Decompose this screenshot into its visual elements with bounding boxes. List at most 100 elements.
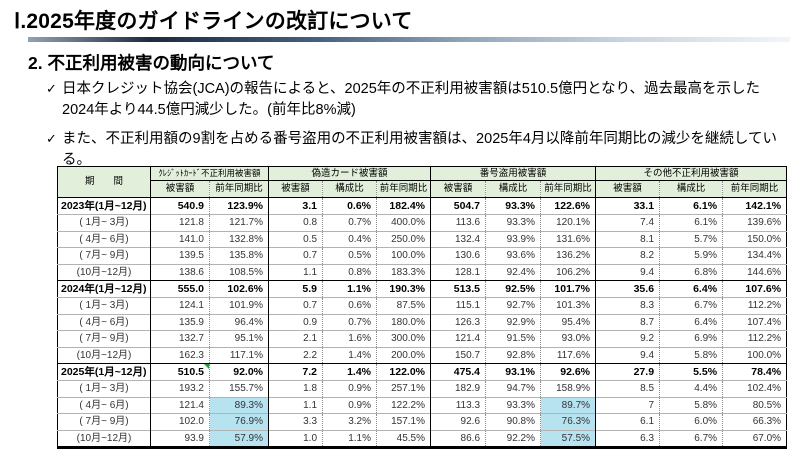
value-cell: 139.6%	[722, 214, 787, 232]
value-cell: 132.7	[150, 330, 210, 348]
value-cell: 1.6%	[322, 330, 378, 348]
bullet-text: 日本クレジット協会(JCA)の報告によると、2025年の不正利用被害額は510.…	[62, 81, 761, 119]
table-row: 2024年(1月~12月) 555.0 102.6% 5.9 1.1% 190.3% 513…	[57, 280, 787, 298]
value-cell: 150.7	[430, 346, 487, 364]
period-cell: ( 4月~ 6月)	[57, 396, 151, 414]
value-cell: 190.3%	[376, 280, 432, 298]
value-cell: 102.0	[150, 413, 210, 431]
value-cell: 3.1	[268, 196, 324, 215]
table-row: ( 7月~ 9月) 139.5 135.8% 0.7 0.5% 100.0% 130.6 93…	[57, 247, 787, 265]
period-cell: (10月~12月)	[57, 429, 151, 448]
col-header: 構成比	[659, 180, 724, 198]
period-column-header: 期 間	[57, 166, 151, 198]
table-row: ( 7月~ 9月) 132.7 95.1% 2.1 1.6% 300.0% 121.4 91.…	[57, 330, 787, 348]
value-cell: 6.3	[595, 429, 661, 448]
value-cell: 162.3	[150, 346, 210, 364]
value-cell: 257.1%	[376, 380, 432, 398]
value-cell: 128.1	[430, 263, 487, 281]
col-header: 被害額	[150, 180, 210, 198]
value-cell: 141.0	[150, 230, 210, 248]
value-cell: 7.4	[595, 214, 661, 232]
value-cell: 6.1%	[659, 196, 724, 215]
value-cell: 136.2%	[540, 247, 597, 265]
period-cell: ( 1月~ 3月)	[57, 380, 151, 398]
value-cell: 121.4	[150, 396, 210, 414]
value-cell: 0.9%	[322, 396, 378, 414]
value-cell: 0.9%	[322, 380, 378, 398]
value-cell: 92.6	[430, 413, 487, 431]
value-cell: 157.1%	[376, 413, 432, 431]
value-cell: 122.0%	[376, 363, 432, 381]
value-cell: 78.4%	[722, 363, 787, 381]
value-cell: 8.5	[595, 380, 661, 398]
value-cell: 117.1%	[209, 346, 270, 364]
value-cell: 120.1%	[540, 214, 597, 232]
value-cell: 6.4%	[659, 313, 724, 331]
value-cell: 132.4	[430, 230, 487, 248]
col-header: 前年同期比	[376, 180, 432, 198]
value-cell: 92.6%	[540, 363, 597, 381]
value-cell: 1.8	[268, 380, 324, 398]
table-row: ( 1月~ 3月) 193.2 155.7% 1.8 0.9% 257.1% 182.9 94…	[57, 380, 787, 398]
value-cell: 504.7	[430, 196, 487, 215]
value-cell: 3.3	[268, 413, 324, 431]
period-cell: ( 7月~ 9月)	[57, 330, 151, 348]
value-cell: 182.4%	[376, 196, 432, 215]
period-cell: ( 4月~ 6月)	[57, 230, 151, 248]
value-cell: 107.4%	[722, 313, 787, 331]
value-cell: 102.6%	[209, 280, 270, 298]
value-cell: 95.4%	[540, 313, 597, 331]
col-header: 構成比	[485, 180, 542, 198]
value-cell: 1.0	[268, 429, 324, 448]
period-cell: 2023年(1月~12月)	[57, 196, 151, 215]
value-cell: 33.1	[595, 196, 661, 215]
col-header: 前年同期比	[540, 180, 597, 198]
value-cell: 101.3%	[540, 297, 597, 315]
group-header-number-theft: 番号盗用被害額	[430, 166, 597, 181]
value-cell: 117.6%	[540, 346, 597, 364]
period-cell: 2025年(1月~12月)	[57, 363, 151, 381]
value-cell: 0.7	[268, 297, 324, 315]
value-cell: 93.6%	[485, 247, 542, 265]
value-cell: 131.6%	[540, 230, 597, 248]
value-cell: 0.8	[268, 214, 324, 232]
value-cell: 80.5%	[722, 396, 787, 414]
value-cell: 95.1%	[209, 330, 270, 348]
value-cell: 122.2%	[376, 396, 432, 414]
check-icon: ✓	[46, 81, 57, 96]
value-cell: 158.9%	[540, 380, 597, 398]
table-row: (10月~12月) 93.9 57.9% 1.0 1.1% 45.5% 86.6 92.2% 5…	[57, 429, 787, 448]
col-header: 前年同期比	[209, 180, 270, 198]
value-cell: 101.9%	[209, 297, 270, 315]
page-title: Ⅰ.2025年度のガイドラインの改訂について	[14, 10, 413, 33]
value-cell: 57.9%	[209, 429, 270, 448]
value-cell: 180.0%	[376, 313, 432, 331]
value-cell: 1.1	[268, 396, 324, 414]
period-cell: ( 4月~ 6月)	[57, 313, 151, 331]
value-cell: 144.6%	[722, 263, 787, 281]
value-cell: 93.3%	[485, 396, 542, 414]
value-cell: 0.7%	[322, 214, 378, 232]
period-cell: ( 7月~ 9月)	[57, 413, 151, 431]
value-cell: 540.9	[150, 196, 210, 215]
value-cell: 300.0%	[376, 330, 432, 348]
period-cell: (10月~12月)	[57, 263, 151, 281]
value-cell: 2.1	[268, 330, 324, 348]
value-cell: 0.4%	[322, 230, 378, 248]
table-row: 2025年(1月~12月) 510.5 92.0% 7.2 1.4% 122.0% 475.…	[57, 363, 787, 381]
value-cell: 513.5	[430, 280, 487, 298]
value-cell: 183.3%	[376, 263, 432, 281]
value-cell: 134.4%	[722, 247, 787, 265]
table-row: ( 4月~ 6月) 141.0 132.8% 0.5 0.4% 250.0% 132.4 93…	[57, 230, 787, 248]
value-cell: 0.7%	[322, 313, 378, 331]
value-cell: 0.6%	[322, 196, 378, 215]
value-cell: 57.5%	[540, 429, 597, 448]
value-cell: 8.7	[595, 313, 661, 331]
value-cell: 93.3%	[485, 214, 542, 232]
value-cell: 555.0	[150, 280, 210, 298]
col-header: 構成比	[322, 180, 378, 198]
value-cell: 6.7%	[659, 429, 724, 448]
value-cell: 5.9	[268, 280, 324, 298]
value-cell: 150.0%	[722, 230, 787, 248]
